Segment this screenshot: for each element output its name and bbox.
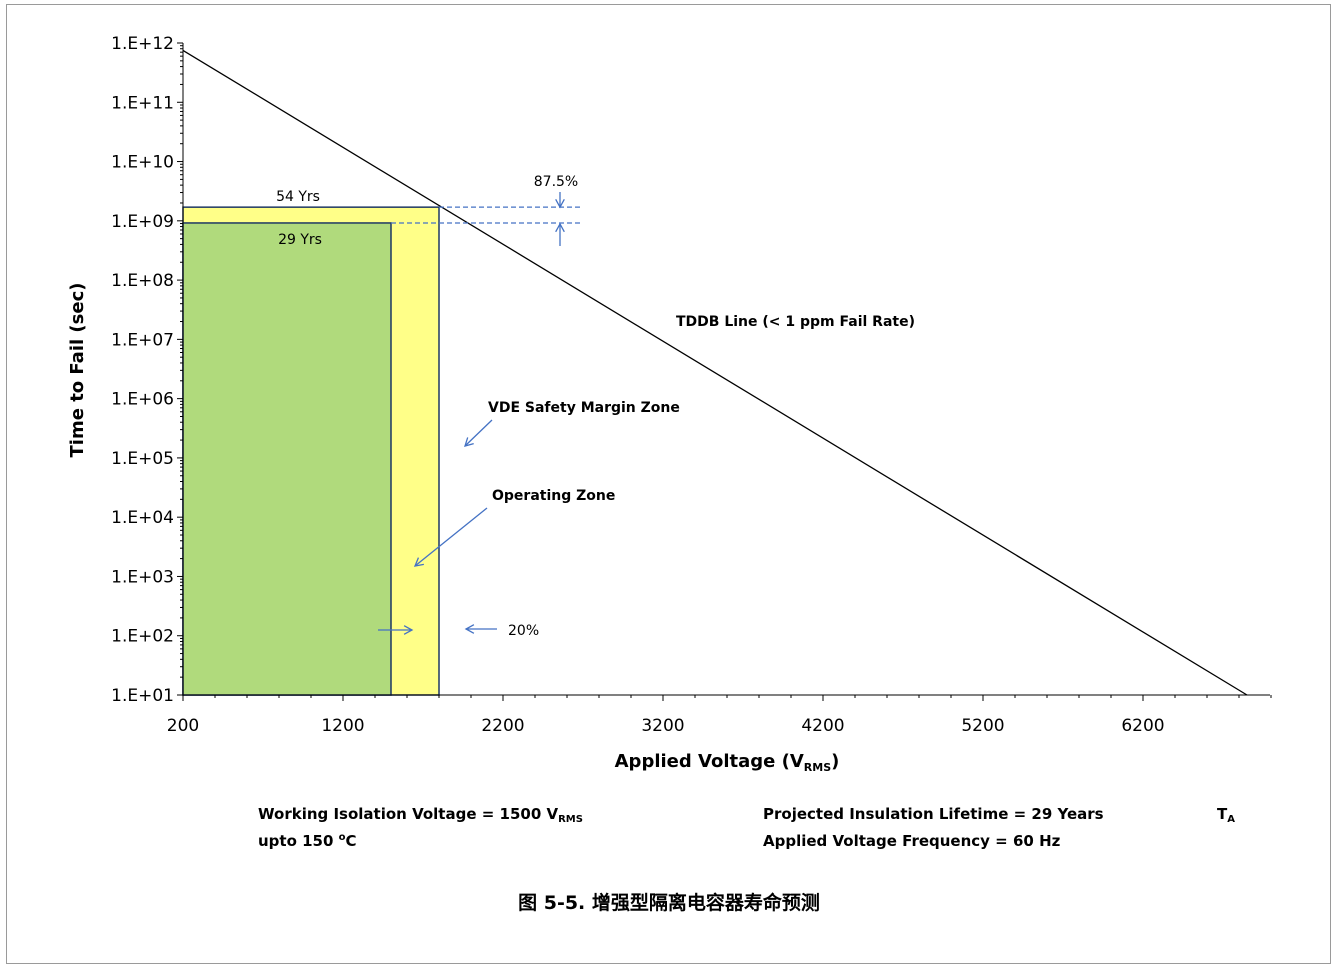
- x-tick-label: 1200: [321, 716, 364, 736]
- y-tick-label: 1.E+06: [111, 390, 174, 410]
- footnote-degree: o: [338, 832, 346, 843]
- label-20-percent: 20%: [508, 623, 539, 639]
- footnote-lifetime: Projected Insulation Lifetime = 29 Years: [763, 805, 1104, 823]
- footnote-ta-sub: A: [1227, 814, 1235, 825]
- x-tick-label: 5200: [961, 716, 1004, 736]
- footnote-working-voltage: Working Isolation Voltage = 1500 VRMS: [258, 805, 583, 825]
- y-tick-label: 1.E+09: [111, 212, 174, 232]
- zones-layer: [182, 206, 440, 696]
- arrow-operating: [414, 507, 488, 567]
- label-vde-zone: VDE Safety Margin Zone: [488, 400, 680, 416]
- footnote-frequency: Applied Voltage Frequency = 60 Hz: [763, 832, 1061, 850]
- annotations-layer: 54 Yrs 29 Yrs 87.5% 20% VDE Safety Margin Zo…: [276, 174, 915, 639]
- y-tick-label: 1.E+11: [111, 93, 174, 113]
- operating-zone: [182, 222, 392, 696]
- tddb-line: [182, 49, 1248, 696]
- x-axis-label: Applied Voltage (VRMS): [615, 751, 840, 774]
- y-tick-label: 1.E+12: [111, 34, 174, 54]
- x-axis-label-sub: RMS: [804, 761, 831, 774]
- x-tick-label: 3200: [641, 716, 684, 736]
- y-tick-label: 1.E+01: [111, 686, 174, 706]
- footnote-sub-rms: RMS: [558, 814, 583, 825]
- label-54-yrs: 54 Yrs: [276, 189, 320, 205]
- label-29-yrs: 29 Yrs: [278, 232, 322, 248]
- footnote-ta: TA: [1217, 805, 1235, 825]
- label-tddb-line: TDDB Line (< 1 ppm Fail Rate): [676, 314, 915, 330]
- x-tick-label: 4200: [801, 716, 844, 736]
- label-87-5-percent: 87.5%: [534, 174, 578, 190]
- arrow-875-up-head: [555, 222, 565, 233]
- arrow-operating-head: [413, 557, 424, 567]
- y-tick-label: 1.E+05: [111, 449, 174, 469]
- y-tick-label: 1.E+02: [111, 627, 174, 647]
- arrow-20-right-head: [403, 625, 414, 635]
- y-tick-label: 1.E+03: [111, 567, 174, 587]
- y-tick-label: 1.E+08: [111, 271, 174, 291]
- arrow-vde-head: [464, 437, 474, 447]
- x-tick-label: 2200: [481, 716, 524, 736]
- arrow-875-down-head: [555, 198, 565, 209]
- footnote-temperature: upto 150 oC: [258, 832, 357, 850]
- y-tick-label: 1.E+04: [111, 508, 174, 528]
- y-tick-label: 1.E+10: [111, 153, 174, 173]
- x-tick-label: 200: [167, 716, 199, 736]
- axes-layer: 1.E+01 1.E+02 1.E+03 1.E+04 1.E+05 1.E+06 1.E+…: [111, 34, 1272, 736]
- label-operating-zone: Operating Zone: [492, 488, 615, 504]
- y-tick-label: 1.E+07: [111, 330, 174, 350]
- x-tick-label: 6200: [1121, 716, 1164, 736]
- y-axis-label: Time to Fail (sec): [67, 283, 88, 458]
- figure-caption: 图 5-5. 增强型隔离电容器寿命预测: [518, 892, 820, 914]
- arrow-vde: [464, 419, 493, 447]
- series-layer: [182, 49, 1248, 696]
- arrow-20-left-head: [464, 624, 475, 634]
